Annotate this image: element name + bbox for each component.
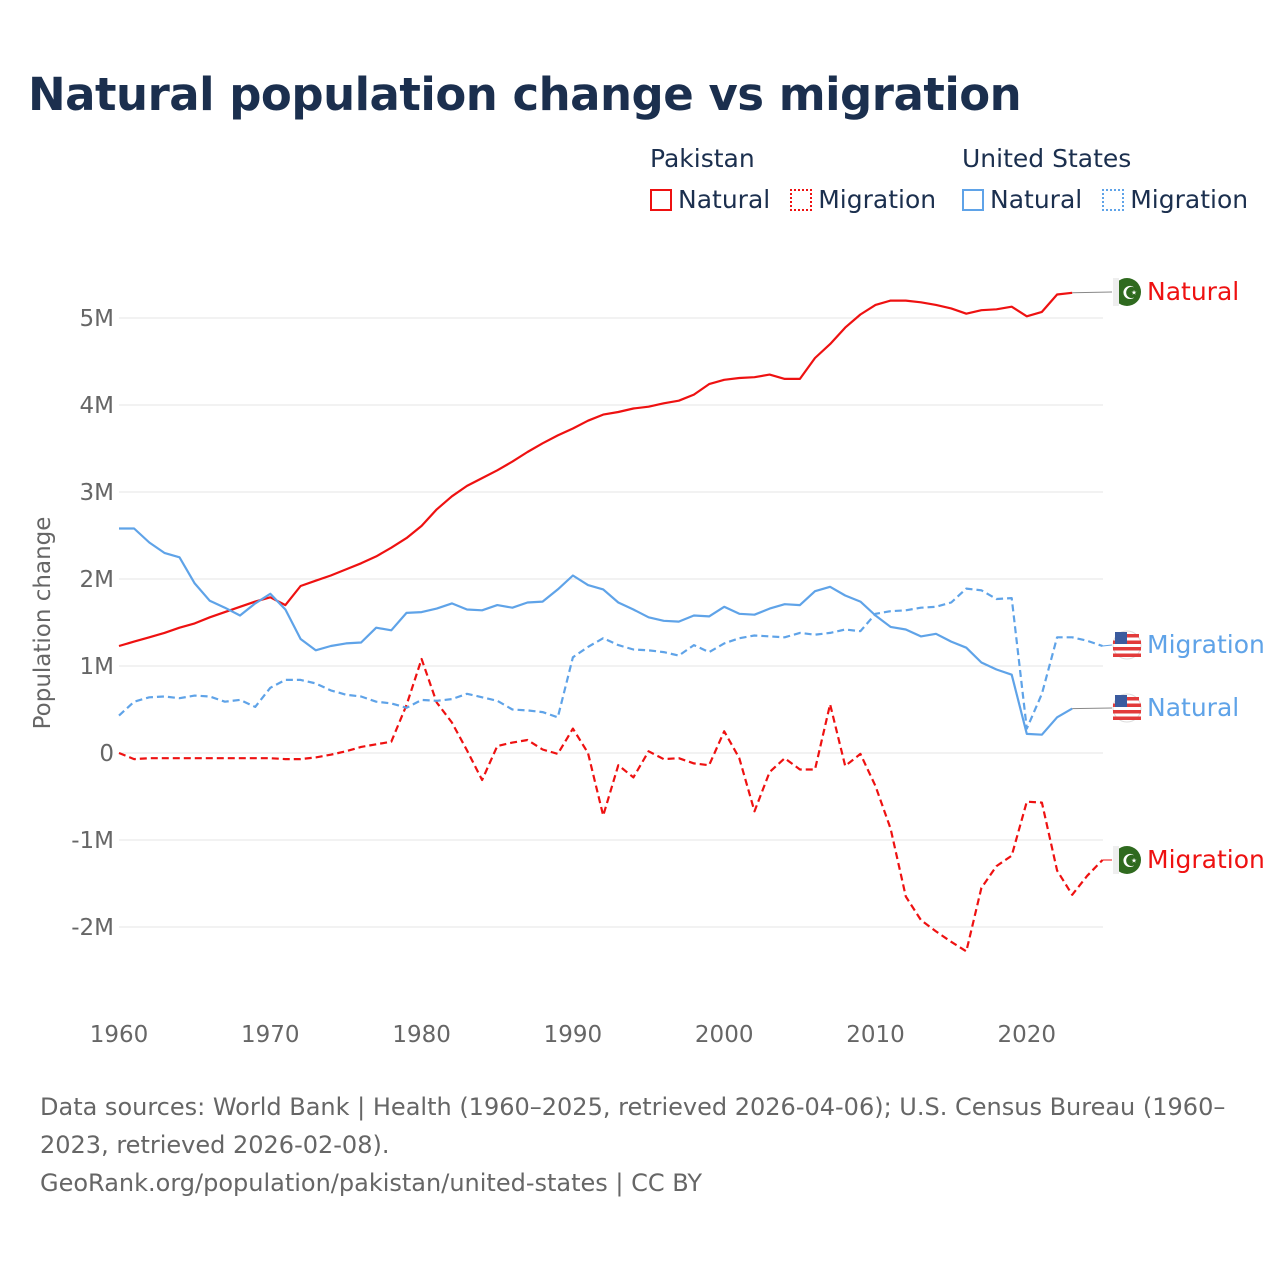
pakistan-flag-icon [1113,278,1141,306]
legend-label: Natural [678,185,771,214]
pakistan-flag-stripe [1113,846,1119,874]
us-flag-stripe [1113,710,1141,714]
source-text: Data sources: World Bank | Health (1960–… [40,1093,1226,1159]
legend-item-pakistan-migration[interactable]: Migration [790,185,936,214]
legend-item-us-migration[interactable]: Migration [1102,185,1248,214]
series-line-pakistan-migration [118,657,1104,953]
crescent-icon: ☪ [1122,283,1138,304]
y-axis-label: Population change [30,517,56,730]
us-flag-canton [1115,632,1127,644]
crescent-icon: ☪ [1122,851,1138,872]
legend-title: United States [962,144,1132,173]
source-link[interactable]: GeoRank.org/population/pakistan/united-s… [40,1169,703,1197]
x-tick-label: 1970 [241,1022,300,1048]
us-flag-stripe [1113,716,1141,720]
dotted-swatch-icon [1102,188,1125,211]
y-tick-label: 1M [80,654,114,680]
solid-swatch-icon [962,188,984,211]
y-tick-label: -1M [71,828,114,854]
x-tick-label: 1990 [544,1022,603,1048]
x-tick-label: 2020 [998,1022,1057,1048]
end-label-united-states-migration: Migration [1147,630,1265,659]
legend-label: Natural [990,185,1083,214]
series-line-pakistan-natural [118,291,1073,648]
pakistan-flag-stripe [1113,278,1119,306]
pakistan-flag-icon [1113,846,1141,874]
end-label-united-states-natural: Natural [1147,693,1239,722]
legend-item-pakistan-natural[interactable]: Natural [650,185,770,214]
end-label-pakistan-migration: Migration [1147,845,1265,874]
series-line-united-states-migration [118,587,1103,730]
y-tick-label: 4M [80,393,114,419]
legend-group-united-states: United States Natural Migration [962,144,1248,214]
y-tick-label: 2M [80,567,114,593]
y-tick-label: 0 [99,741,114,767]
y-tick-label: 5M [80,306,114,332]
plot-area: 5M 4M 3M 2M 1M 0 -1M -2M 1960 1970 1980 1990 2000 201… [30,277,1265,1048]
legend-title: Pakistan [650,144,755,173]
end-label-pakistan-natural: Natural [1147,277,1239,306]
x-tick-label: 2010 [846,1022,905,1048]
y-tick-label: -2M [71,915,114,941]
x-tick-label: 1980 [392,1022,451,1048]
legend-label: Migration [1130,185,1249,214]
us-flag-canton [1115,695,1127,707]
source-note: Data sources: World Bank | Health (1960–… [40,1088,1260,1202]
solid-swatch-icon [650,188,672,211]
dotted-swatch-icon [790,188,813,211]
series-line-united-states-natural [119,527,1073,736]
us-flag-stripe [1113,647,1141,651]
label-connector [1102,644,1113,647]
legend-label: Migration [818,185,937,214]
legend-group-pakistan: Pakistan Natural Migration [650,144,936,214]
legend-item-us-natural[interactable]: Natural [962,185,1082,214]
label-connector [1072,291,1113,294]
x-tick-label: 1960 [90,1022,149,1048]
chart-title: Natural population change vs migration [28,68,1022,121]
us-flag-stripe [1113,653,1141,657]
x-tick-label: 2000 [695,1022,754,1048]
label-connector [1072,707,1113,710]
y-tick-label: 3M [80,480,114,506]
